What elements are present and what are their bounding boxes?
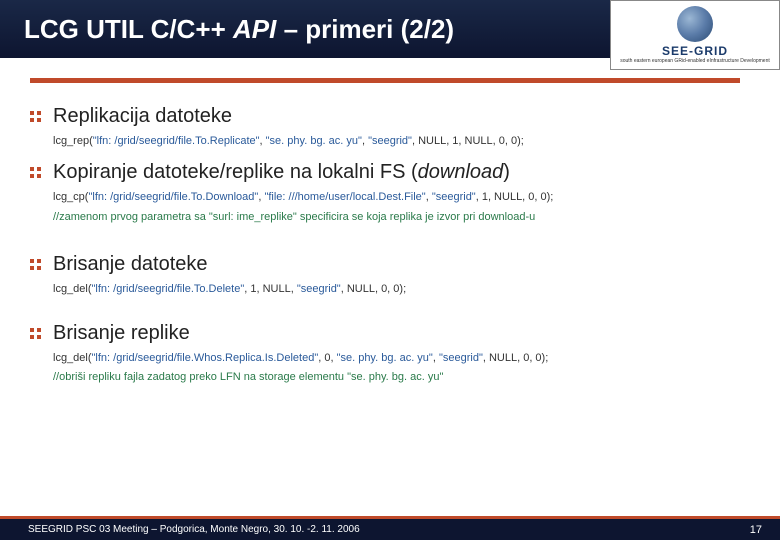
- footer-text: SEEGRID PSC 03 Meeting – Podgorica, Mont…: [28, 524, 360, 535]
- section-title: Kopiranje datoteke/replike na lokalni FS…: [30, 161, 750, 184]
- logo-subtitle: south eastern european GRid-enabled eInf…: [620, 58, 770, 64]
- bullet-icon: [30, 328, 41, 339]
- section-text: Brisanje replike: [53, 322, 190, 345]
- title-italic: API: [233, 14, 276, 44]
- logo-text: SEE-GRID: [662, 44, 728, 58]
- slide-header: LCG UTIL C/C++ API – primeri (2/2) SEE-G…: [0, 0, 780, 58]
- section-text: Brisanje datoteke: [53, 253, 208, 276]
- code-line: lcg_del("lfn: /grid/seegrid/file.Whos.Re…: [53, 351, 750, 366]
- section-text: Kopiranje datoteke/replike na lokalni FS…: [53, 161, 510, 184]
- code-line: //zamenom prvog parametra sa "surl: ime_…: [53, 210, 750, 225]
- code-line: lcg_rep("lfn: /grid/seegrid/file.To.Repl…: [53, 134, 750, 149]
- section-title: Brisanje datoteke: [30, 253, 750, 276]
- bullet-icon: [30, 259, 41, 270]
- title-pre: LCG UTIL C/C++: [24, 14, 233, 44]
- section-text: Replikacija datoteke: [53, 105, 232, 128]
- code-line: lcg_del("lfn: /grid/seegrid/file.To.Dele…: [53, 282, 750, 297]
- section-title: Replikacija datoteke: [30, 105, 750, 128]
- bullet-icon: [30, 111, 41, 122]
- slide-number: 17: [750, 524, 762, 536]
- bullet-icon: [30, 167, 41, 178]
- slide-footer: SEEGRID PSC 03 Meeting – Podgorica, Mont…: [0, 516, 780, 540]
- slide-content: Replikacija datoteke lcg_rep("lfn: /grid…: [0, 83, 780, 385]
- code-line: //obriši repliku fajla zadatog preko LFN…: [53, 370, 750, 385]
- slide-title: LCG UTIL C/C++ API – primeri (2/2): [24, 14, 454, 45]
- code-line: lcg_cp("lfn: /grid/seegrid/file.To.Downl…: [53, 190, 750, 205]
- logo: SEE-GRID south eastern european GRid-ena…: [610, 0, 780, 70]
- logo-globe-icon: [677, 6, 713, 42]
- title-post: – primeri (2/2): [276, 14, 454, 44]
- section-title: Brisanje replike: [30, 322, 750, 345]
